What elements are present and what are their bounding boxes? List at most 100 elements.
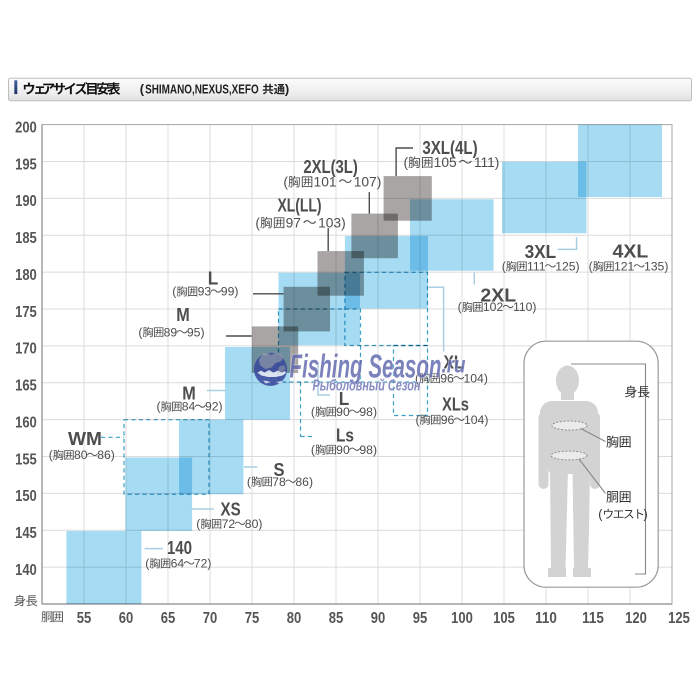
svg-text:165: 165	[15, 378, 37, 395]
svg-text:(: (	[311, 443, 315, 457]
svg-text:(: (	[502, 259, 506, 273]
svg-text:Fishing Season: Fishing Season	[290, 348, 442, 385]
svg-text:XL: XL	[444, 352, 464, 372]
svg-text:98): 98)	[359, 443, 377, 457]
svg-text:93: 93	[198, 285, 212, 299]
svg-text:M: M	[182, 384, 196, 404]
svg-text:80: 80	[74, 448, 88, 462]
svg-text:M: M	[176, 305, 190, 325]
svg-text:(: (	[138, 325, 142, 339]
svg-text:(: (	[589, 259, 593, 273]
svg-text:): )	[285, 81, 289, 96]
svg-text:200: 200	[15, 119, 37, 136]
svg-text:4XL: 4XL	[613, 242, 649, 262]
svg-text:75: 75	[245, 610, 260, 627]
svg-text:3XL(4L): 3XL(4L)	[422, 138, 477, 158]
svg-text:90: 90	[371, 610, 386, 627]
svg-text:92): 92)	[205, 400, 223, 414]
svg-text:55: 55	[77, 610, 92, 627]
svg-text:175: 175	[15, 304, 37, 321]
svg-text:121: 121	[614, 259, 635, 273]
svg-text:105: 105	[434, 155, 457, 170]
svg-text:180: 180	[15, 267, 37, 284]
svg-text:80): 80)	[245, 517, 263, 531]
svg-text:99): 99)	[221, 285, 239, 299]
svg-text:72): 72)	[194, 556, 212, 570]
svg-text:): )	[644, 507, 648, 521]
svg-text:135): 135)	[644, 259, 668, 273]
svg-text:3XL: 3XL	[525, 242, 557, 262]
svg-text:86): 86)	[97, 448, 115, 462]
svg-text:(: (	[458, 300, 462, 314]
svg-text:100: 100	[451, 610, 473, 627]
svg-text:XS: XS	[221, 499, 241, 519]
svg-text:150: 150	[15, 488, 37, 505]
svg-text:96: 96	[441, 413, 455, 427]
svg-text:101: 101	[314, 174, 337, 189]
svg-text:70: 70	[203, 610, 218, 627]
svg-text:SHIMANO,NEXUS,XEFO: SHIMANO,NEXUS,XEFO	[145, 82, 259, 96]
svg-text:103): 103)	[318, 215, 346, 230]
svg-text:140: 140	[15, 562, 37, 579]
svg-text:Ls: Ls	[336, 425, 354, 445]
svg-text:195: 195	[15, 156, 37, 173]
svg-text:110: 110	[535, 610, 557, 627]
svg-text:170: 170	[15, 341, 37, 358]
svg-text:WM: WM	[68, 429, 102, 449]
svg-text:140: 140	[167, 538, 192, 558]
svg-text:185: 185	[15, 230, 37, 247]
svg-text:104): 104)	[464, 413, 488, 427]
svg-text:190: 190	[15, 193, 37, 210]
svg-text:125: 125	[668, 610, 690, 627]
svg-text:86): 86)	[295, 475, 313, 489]
svg-text:65: 65	[161, 610, 176, 627]
svg-text:(: (	[415, 371, 419, 385]
svg-text:2XL(3L): 2XL(3L)	[303, 157, 358, 177]
svg-text:(: (	[157, 400, 161, 414]
svg-text:89: 89	[164, 325, 178, 339]
svg-text:Рыболовный Сезон: Рыболовный Сезон	[313, 378, 421, 395]
svg-text:(: (	[311, 405, 315, 419]
svg-text:(: (	[196, 517, 200, 531]
svg-text:145: 145	[15, 525, 37, 542]
svg-text:S: S	[274, 460, 285, 480]
svg-text:XLs: XLs	[442, 394, 469, 414]
svg-text:95: 95	[413, 610, 428, 627]
svg-text:111): 111)	[474, 155, 500, 170]
svg-text:102: 102	[483, 300, 504, 314]
svg-text:64: 64	[171, 556, 185, 570]
svg-text:120: 120	[625, 610, 647, 627]
svg-text:90: 90	[336, 405, 350, 419]
svg-text:96: 96	[440, 371, 454, 385]
svg-text:104): 104)	[463, 371, 487, 385]
svg-text:(: (	[283, 174, 288, 189]
svg-text:155: 155	[15, 451, 37, 468]
svg-text:90: 90	[336, 443, 350, 457]
svg-text:(: (	[140, 81, 145, 96]
svg-text:XL(LL): XL(LL)	[277, 196, 321, 216]
svg-text:(: (	[404, 155, 409, 170]
svg-text:160: 160	[15, 414, 37, 431]
svg-text:(: (	[172, 285, 176, 299]
svg-text:105: 105	[493, 610, 515, 627]
svg-text:97: 97	[286, 215, 301, 230]
svg-text:78: 78	[272, 475, 286, 489]
svg-text:2XL: 2XL	[480, 285, 516, 305]
svg-text:(: (	[415, 413, 419, 427]
svg-text:110): 110)	[513, 300, 537, 314]
svg-text:111: 111	[527, 259, 546, 273]
svg-text:107): 107)	[354, 174, 382, 189]
svg-text:(: (	[145, 556, 149, 570]
svg-text:98): 98)	[359, 405, 377, 419]
svg-text:85: 85	[329, 610, 344, 627]
svg-text:80: 80	[287, 610, 302, 627]
svg-text:L: L	[339, 389, 350, 409]
svg-text:L: L	[208, 268, 219, 288]
svg-text:125): 125)	[555, 259, 579, 273]
svg-text:(: (	[247, 475, 251, 489]
svg-text:(: (	[598, 507, 603, 521]
svg-text:(: (	[49, 448, 53, 462]
svg-text:72: 72	[222, 517, 236, 531]
svg-text:.ru: .ru	[442, 352, 466, 378]
svg-text:115: 115	[582, 610, 604, 627]
